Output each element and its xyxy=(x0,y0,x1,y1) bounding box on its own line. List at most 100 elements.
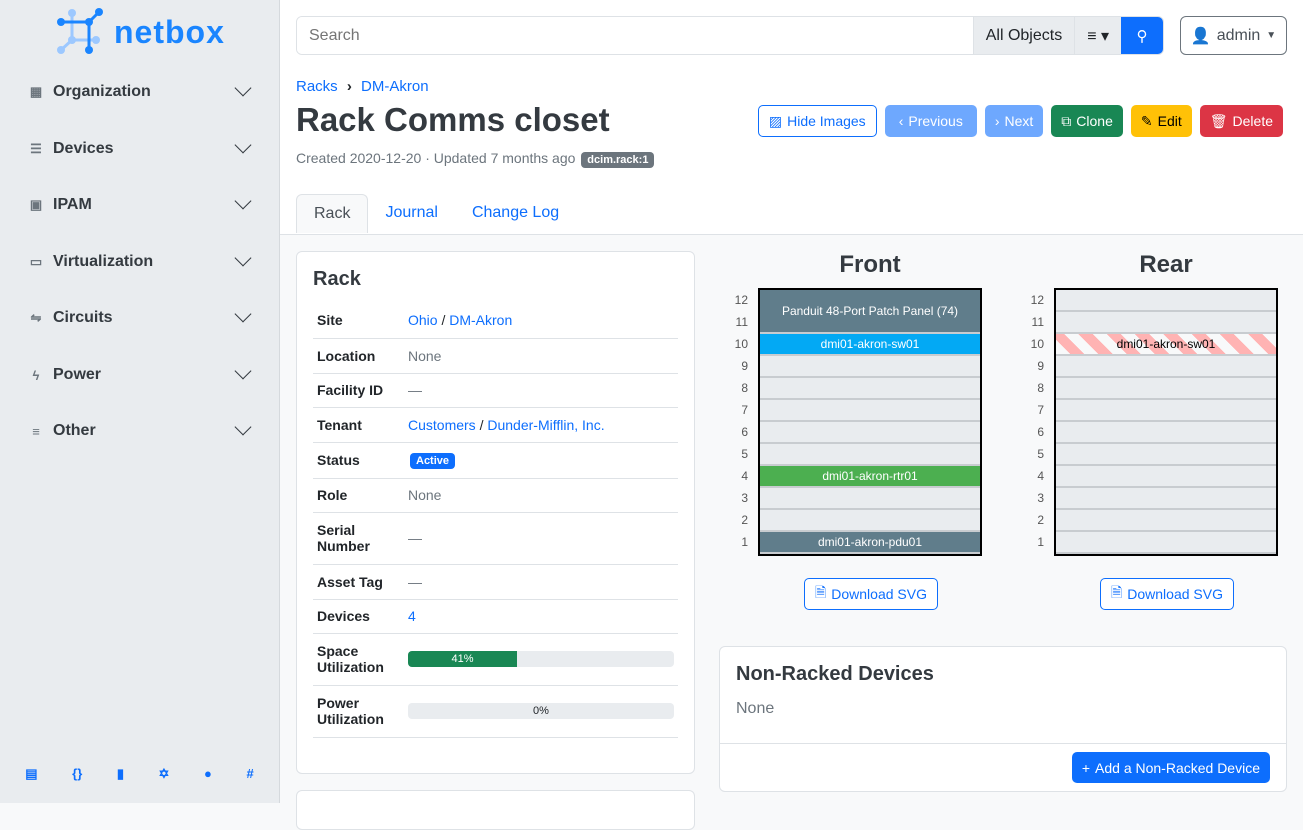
unit-number: 1 xyxy=(741,535,748,549)
graphql-icon[interactable]: ✡ xyxy=(158,766,170,781)
notes-icon: ≡ xyxy=(32,423,40,439)
chevron-down-icon xyxy=(234,79,252,97)
site-link[interactable]: DM-Akron xyxy=(449,312,513,329)
docs-icon[interactable]: ▮ xyxy=(116,766,124,781)
tenant-group-link[interactable]: Customers xyxy=(408,416,476,433)
rack-device[interactable]: dmi01-akron-rtr01 xyxy=(760,466,980,486)
row-asset-tag: Asset Tag — xyxy=(313,564,678,600)
slack-icon[interactable]: # xyxy=(246,766,254,781)
button-label: Clone xyxy=(1076,113,1113,129)
meta-text: Created 2020-12-20 · Updated 7 months ag… xyxy=(296,150,576,166)
flash-icon: ϟ xyxy=(32,367,40,383)
button-label: Edit xyxy=(1157,113,1182,129)
tab-rack[interactable]: Rack xyxy=(296,194,369,233)
sidebar-item-devices[interactable]: ☰ Devices xyxy=(0,129,279,169)
unit-number: 11 xyxy=(1031,315,1044,329)
rack-unit xyxy=(1056,532,1276,554)
unit-number: 2 xyxy=(1037,513,1044,527)
rack-unit xyxy=(760,488,980,510)
unit-number: 7 xyxy=(741,403,748,417)
tab-journal[interactable]: Journal xyxy=(385,204,438,221)
rack-unit xyxy=(1056,510,1276,532)
previous-button[interactable]: ‹ Previous xyxy=(884,105,977,137)
unit-number: 5 xyxy=(741,447,748,461)
unit-number: 4 xyxy=(741,469,748,483)
row-location: Location None xyxy=(313,338,678,374)
rack-unit xyxy=(1056,466,1276,488)
devices-link[interactable]: 4 xyxy=(408,608,416,624)
nav-label: Power xyxy=(53,366,102,383)
clone-button[interactable]: ⧉ Clone xyxy=(1051,105,1123,137)
attr-label: Asset Tag xyxy=(313,564,404,600)
chevron-right-icon: › xyxy=(346,78,352,95)
breadcrumb-site[interactable]: DM-Akron xyxy=(361,78,429,95)
breadcrumb-racks[interactable]: Racks xyxy=(296,78,338,95)
next-button[interactable]: › Next xyxy=(984,105,1044,137)
filter-icon: ≡ ▾ xyxy=(1087,27,1109,45)
book-icon[interactable]: ▤ xyxy=(25,766,38,781)
page-header: All Objects ≡ ▾ ⚲ 👤 admin ▼ Racks › DM-Akr… xyxy=(280,0,1303,235)
rack-unit xyxy=(1056,400,1276,422)
sidebar-item-virtualization[interactable]: ▭ Virtualization xyxy=(0,242,279,282)
attr-label: Location xyxy=(313,338,404,374)
download-front-svg-button[interactable]: 🗎 Download SVG xyxy=(804,578,938,610)
rack-device[interactable]: dmi01-akron-sw01 xyxy=(1056,334,1276,354)
edit-button[interactable]: ✎ Edit xyxy=(1130,105,1192,137)
region-link[interactable]: Ohio xyxy=(408,312,438,329)
unit-number: 3 xyxy=(741,491,748,505)
nav-label: IPAM xyxy=(53,196,92,213)
button-label: Download SVG xyxy=(1127,586,1223,602)
object-scope-select[interactable]: All Objects xyxy=(972,17,1075,54)
rack-unit xyxy=(1056,312,1276,334)
sidebar-item-organization[interactable]: ▦ Organization xyxy=(0,72,279,112)
status-badge: Active xyxy=(410,453,456,469)
chevron-down-icon xyxy=(234,192,252,210)
object-id-badge: dcim.rack:1 xyxy=(581,152,655,168)
unit-number: 6 xyxy=(1037,425,1044,439)
unit-number: 6 xyxy=(741,425,748,439)
row-devices: Devices 4 xyxy=(313,599,678,634)
add-non-racked-device-button[interactable]: + Add a Non-Racked Device xyxy=(1071,752,1270,783)
copy-icon: ⧉ xyxy=(1061,112,1072,129)
file-icon: 🗎 xyxy=(815,584,827,600)
unit-number: 7 xyxy=(1037,403,1044,417)
attr-label: Site xyxy=(313,303,404,339)
sidebar-item-circuits[interactable]: ⇋ Circuits xyxy=(0,298,279,338)
image-icon: ▨ xyxy=(768,112,783,129)
rack-unit xyxy=(1056,488,1276,510)
space-utilization-bar: 41% xyxy=(408,651,674,667)
github-icon[interactable]: ● xyxy=(204,766,212,781)
pencil-icon: ✎ xyxy=(1140,112,1153,129)
nav-label: Virtualization xyxy=(53,253,154,270)
sidebar-item-ipam[interactable]: ▣ IPAM xyxy=(0,185,279,225)
rack-device[interactable]: Panduit 48-Port Patch Panel (74) xyxy=(760,290,980,332)
front-rack-elevation: Panduit 48-Port Patch Panel (74) dmi01-ak… xyxy=(758,288,982,556)
netbox-logo[interactable]: netbox xyxy=(56,8,225,56)
search-input[interactable] xyxy=(297,17,973,54)
user-menu[interactable]: 👤 admin ▼ xyxy=(1180,16,1287,55)
chevron-left-icon: ‹ xyxy=(898,113,904,129)
rack-unit xyxy=(1056,444,1276,466)
separator: / xyxy=(475,416,488,433)
unit-number: 2 xyxy=(741,513,748,527)
attr-value: — xyxy=(404,373,678,408)
tenant-link[interactable]: Dunder-Mifflin, Inc. xyxy=(487,416,605,433)
search-button[interactable]: ⚲ xyxy=(1121,17,1163,54)
rack-device[interactable]: dmi01-akron-sw01 xyxy=(760,334,980,354)
sidebar-item-power[interactable]: ϟ Power xyxy=(0,355,279,395)
button-label: Previous xyxy=(908,113,963,129)
hide-images-button[interactable]: ▨ Hide Images xyxy=(757,105,877,137)
rack-device[interactable]: dmi01-akron-pdu01 xyxy=(760,532,980,552)
nav-label: Organization xyxy=(53,83,151,100)
sidebar-item-other[interactable]: ≡ Other xyxy=(0,411,279,451)
download-rear-svg-button[interactable]: 🗎 Download SVG xyxy=(1100,578,1234,610)
non-racked-value: None xyxy=(736,700,775,717)
attr-label: Tenant xyxy=(313,407,404,443)
delete-button[interactable]: 🗑 Delete xyxy=(1199,105,1283,137)
api-icon[interactable]: {} xyxy=(72,766,83,781)
button-label: Hide Images xyxy=(787,113,866,129)
filter-dropdown[interactable]: ≡ ▾ xyxy=(1074,17,1121,54)
rear-rack-elevation: dmi01-akron-sw01 xyxy=(1054,288,1278,556)
tab-change-log[interactable]: Change Log xyxy=(471,204,560,221)
attr-value: None xyxy=(404,478,678,513)
